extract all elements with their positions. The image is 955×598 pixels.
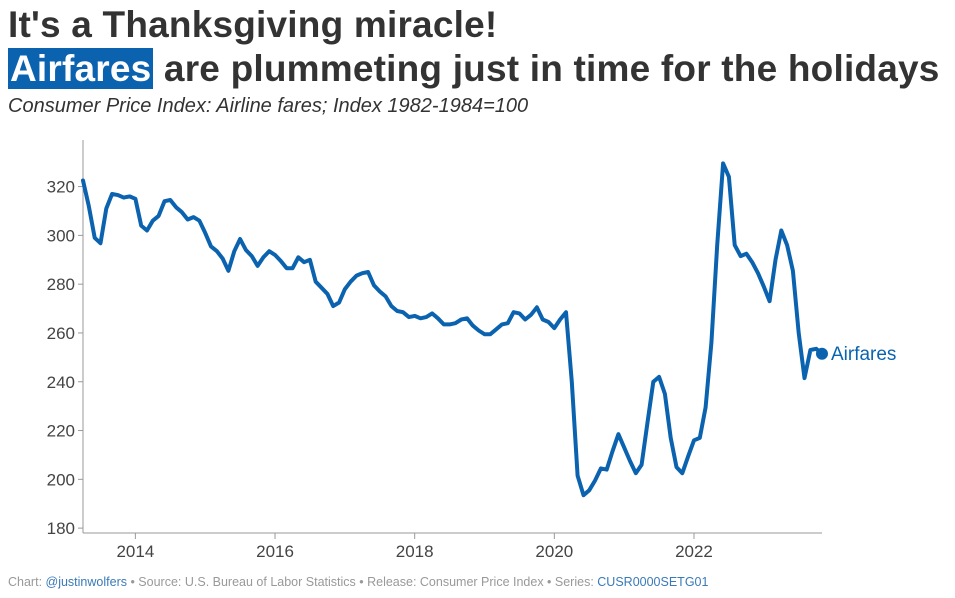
series-end-point — [815, 347, 828, 360]
y-tick-label: 200 — [47, 470, 75, 489]
chart-title-line-2: Airfares are plummeting just in time for… — [8, 48, 940, 90]
chart-title-line-1: It's a Thanksgiving miracle! — [8, 4, 498, 45]
y-tick-label: 180 — [47, 519, 75, 538]
footer-source: • Source: U.S. Bureau of Labor Statistic… — [126, 575, 598, 589]
chart-subtitle: Consumer Price Index: Airline fares; Ind… — [8, 95, 529, 117]
series-layer: Airfares — [81, 161, 896, 498]
y-tick-label: 240 — [47, 373, 75, 392]
footer-chart-prefix: Chart: — [8, 575, 46, 589]
y-tick-label: 300 — [47, 226, 75, 245]
title-rest: are plummeting just in time for the holi… — [153, 48, 940, 89]
author-link[interactable]: @justinwolfers — [45, 575, 127, 589]
x-axis: 2014 2016 2018 2020 2022 — [83, 532, 822, 561]
y-tick-label: 220 — [47, 422, 75, 441]
y-tick-label: 280 — [47, 275, 75, 294]
x-tick-label: 2022 — [675, 542, 713, 561]
x-tick-label: 2018 — [396, 542, 434, 561]
series-id-link[interactable]: CUSR0000SETG01 — [597, 575, 709, 589]
series-line-airfares — [81, 161, 824, 498]
line-chart: 180 200 220 240 260 280 300 320 2014 2016 2018 202… — [47, 140, 896, 561]
title-highlight: Airfares — [8, 48, 154, 89]
y-tick-label: 320 — [47, 178, 75, 197]
series-label-airfares: Airfares — [831, 344, 896, 365]
y-axis: 180 200 220 240 260 280 300 320 — [47, 140, 84, 538]
x-tick-label: 2016 — [256, 542, 294, 561]
y-tick-label: 260 — [47, 324, 75, 343]
chart-footer: Chart: @justinwolfers • Source: U.S. Bur… — [8, 575, 708, 589]
x-tick-label: 2014 — [116, 542, 154, 561]
x-tick-label: 2020 — [535, 542, 573, 561]
